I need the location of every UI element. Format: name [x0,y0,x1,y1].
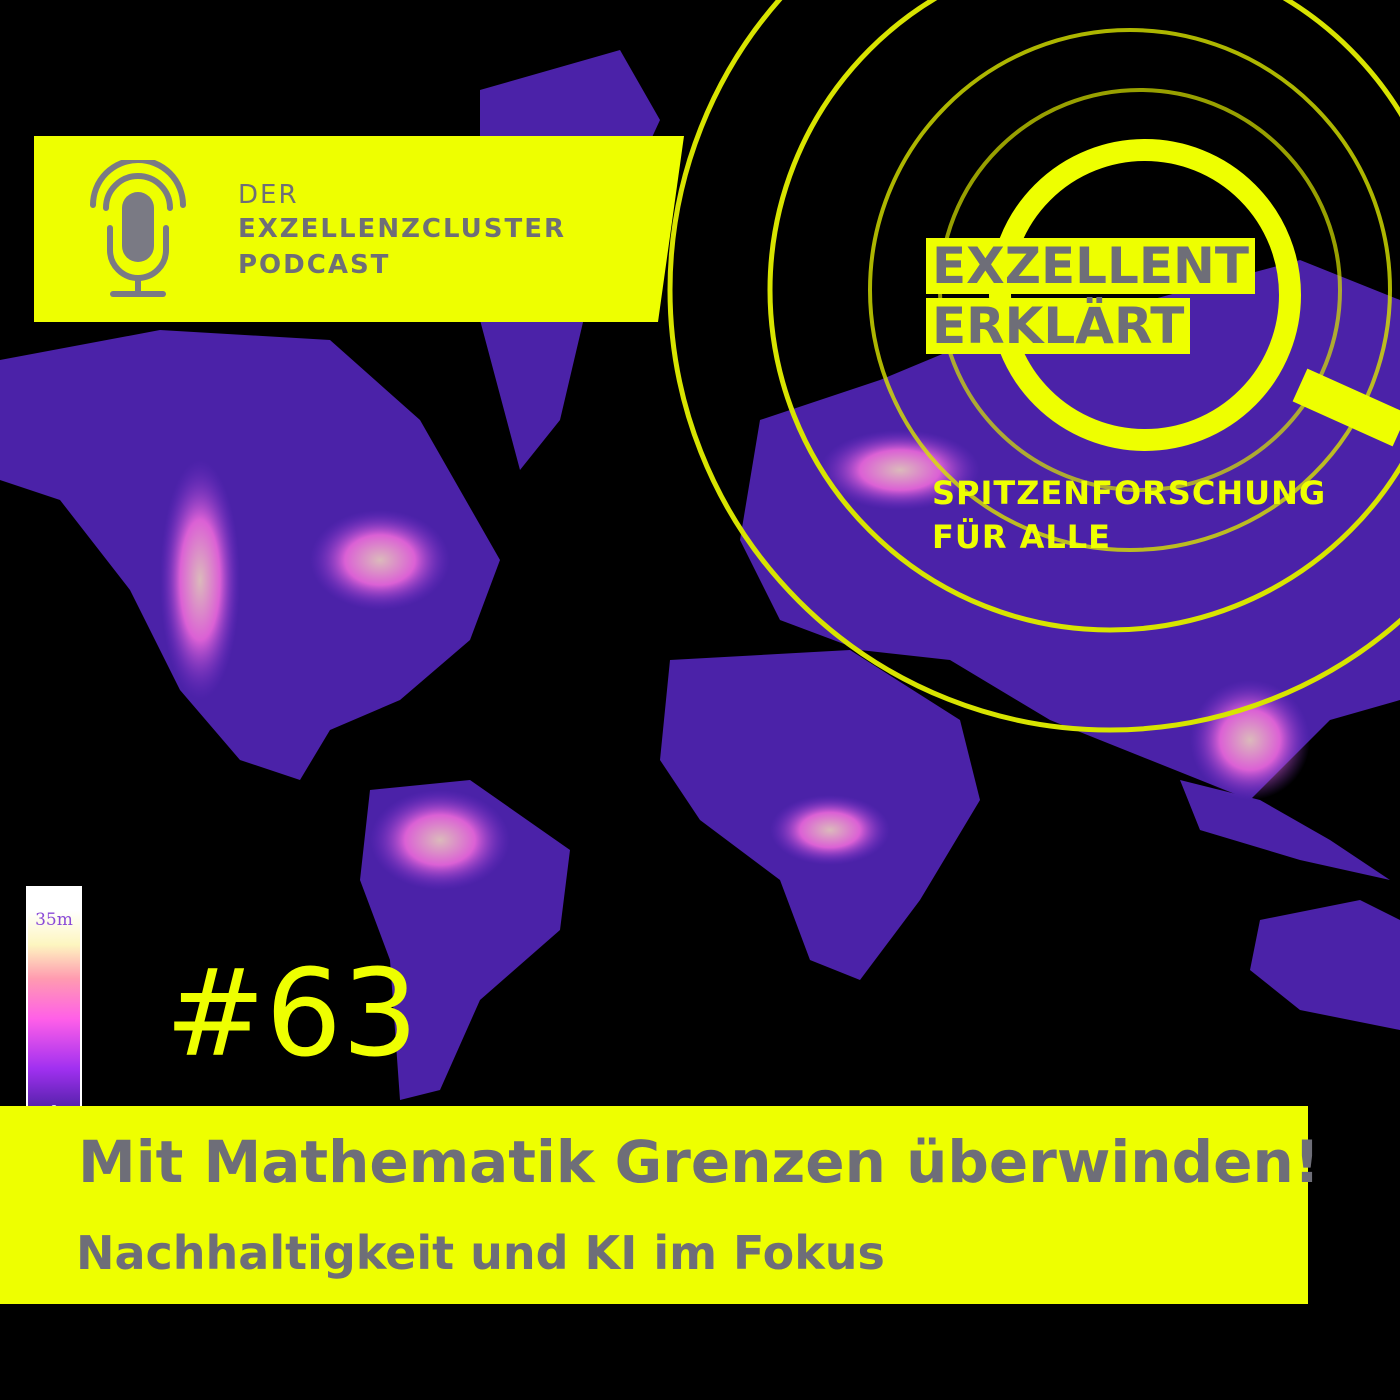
microphone-icon [90,160,186,297]
tagline-line-2: FÜR ALLE [932,518,1112,556]
tagline-line-1: SPITZENFORSCHUNG [932,474,1327,512]
episode-subtitle: Nachhaltigkeit und KI im Fokus [76,1226,885,1280]
logo-line-1: EXZELLENT [926,238,1255,294]
episode-title: Mit Mathematik Grenzen überwinden! [78,1128,1321,1196]
magnifier-icon [989,139,1400,451]
header-line-3: PODCAST [238,250,391,280]
height-legend: 35m 0 [26,886,82,1120]
se-asia [1180,780,1390,880]
episode-number: #63 [165,945,419,1084]
australia [1250,900,1400,1030]
header-line-2: EXZELLENZCLUSTER [238,214,567,244]
legend-max-label: 35m [35,910,73,930]
logo-line-2: ERKLÄRT [926,298,1191,354]
title-banner [0,1106,1308,1304]
header-line-1: DER [238,180,299,210]
north-america [0,330,500,780]
